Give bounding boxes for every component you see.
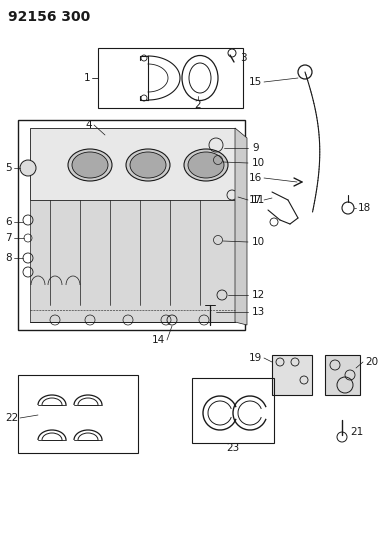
Text: 19: 19 (249, 353, 262, 363)
Text: 10: 10 (252, 237, 265, 247)
Polygon shape (30, 200, 235, 322)
Text: 7: 7 (5, 233, 12, 243)
Ellipse shape (126, 149, 170, 181)
Text: 15: 15 (249, 77, 262, 87)
Bar (192, 378, 274, 443)
Ellipse shape (188, 152, 224, 178)
Polygon shape (30, 128, 235, 200)
Text: 92156 300: 92156 300 (8, 10, 90, 24)
Ellipse shape (72, 152, 108, 178)
Text: 20: 20 (365, 357, 378, 367)
Polygon shape (272, 355, 312, 395)
Ellipse shape (68, 149, 112, 181)
Text: 12: 12 (252, 290, 265, 300)
Text: 5: 5 (5, 163, 12, 173)
Ellipse shape (130, 152, 166, 178)
Text: 3: 3 (240, 53, 247, 63)
Text: 4: 4 (85, 120, 92, 130)
Text: 22: 22 (5, 413, 18, 423)
Text: 13: 13 (252, 307, 265, 317)
Text: 1: 1 (83, 73, 90, 83)
Bar (98, 48, 243, 108)
Bar (18, 375, 138, 453)
Bar (18, 120, 245, 330)
Text: 8: 8 (5, 253, 12, 263)
Polygon shape (235, 128, 247, 325)
Text: 11: 11 (252, 195, 265, 205)
Text: 9: 9 (252, 143, 259, 153)
Ellipse shape (184, 149, 228, 181)
Text: 17: 17 (249, 195, 262, 205)
Text: 14: 14 (152, 335, 165, 345)
Text: 16: 16 (249, 173, 262, 183)
Text: 10: 10 (252, 158, 265, 168)
Text: 23: 23 (227, 443, 240, 453)
Text: 2: 2 (195, 100, 201, 110)
Text: 18: 18 (358, 203, 371, 213)
Text: 6: 6 (5, 217, 12, 227)
Polygon shape (325, 355, 360, 395)
Text: 21: 21 (350, 427, 363, 437)
Circle shape (20, 160, 36, 176)
